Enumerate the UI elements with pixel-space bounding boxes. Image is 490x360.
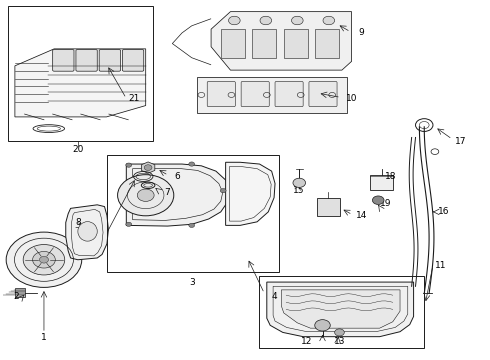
Text: 6: 6 [174, 172, 180, 181]
Bar [317, 198, 340, 216]
Text: 16: 16 [438, 207, 449, 216]
Polygon shape [15, 49, 146, 117]
FancyBboxPatch shape [275, 81, 303, 107]
Bar [252, 30, 276, 58]
Text: 20: 20 [72, 145, 84, 154]
Text: 10: 10 [346, 94, 357, 103]
Circle shape [33, 251, 55, 268]
Circle shape [23, 244, 65, 275]
Circle shape [220, 189, 226, 193]
FancyBboxPatch shape [122, 50, 144, 71]
Circle shape [372, 196, 384, 204]
Circle shape [39, 256, 49, 263]
Text: 19: 19 [380, 198, 391, 207]
Bar [15, 288, 25, 297]
Text: 14: 14 [356, 211, 367, 220]
Circle shape [126, 222, 132, 226]
FancyBboxPatch shape [309, 81, 337, 107]
Text: 13: 13 [334, 337, 345, 346]
Bar [107, 155, 279, 272]
FancyBboxPatch shape [99, 50, 121, 71]
Text: 15: 15 [293, 186, 304, 195]
Bar [315, 30, 340, 58]
Bar [284, 30, 308, 58]
Polygon shape [66, 205, 108, 260]
Text: 12: 12 [301, 337, 313, 346]
Circle shape [323, 16, 335, 25]
Polygon shape [267, 282, 414, 337]
Text: 8: 8 [75, 218, 81, 227]
Circle shape [260, 16, 271, 25]
Circle shape [137, 189, 154, 201]
Bar [259, 276, 424, 348]
Polygon shape [142, 162, 155, 173]
Ellipse shape [78, 222, 97, 241]
Circle shape [335, 329, 344, 336]
Polygon shape [281, 290, 400, 328]
Text: 9: 9 [358, 28, 364, 37]
Text: 17: 17 [455, 136, 466, 145]
FancyBboxPatch shape [53, 50, 74, 71]
Polygon shape [225, 162, 275, 225]
FancyBboxPatch shape [241, 81, 269, 107]
Bar [196, 77, 347, 113]
Text: 2: 2 [14, 292, 19, 301]
Circle shape [228, 16, 240, 25]
Text: 5: 5 [92, 239, 98, 248]
Circle shape [189, 162, 195, 166]
Bar [8, 6, 153, 141]
Circle shape [315, 320, 330, 331]
Circle shape [189, 223, 195, 228]
Circle shape [144, 165, 152, 170]
Text: 1: 1 [41, 333, 47, 342]
Circle shape [6, 232, 82, 287]
Text: 21: 21 [128, 94, 139, 103]
FancyBboxPatch shape [207, 81, 235, 107]
Circle shape [126, 163, 132, 167]
FancyBboxPatch shape [76, 50, 97, 71]
Polygon shape [126, 164, 230, 226]
Text: 4: 4 [271, 292, 277, 301]
Text: 18: 18 [385, 172, 396, 181]
Bar [221, 30, 245, 58]
Circle shape [118, 175, 174, 216]
Text: 3: 3 [189, 278, 195, 287]
Bar [370, 175, 393, 190]
Text: 11: 11 [435, 261, 446, 270]
Text: 7: 7 [165, 188, 171, 197]
Circle shape [292, 16, 303, 25]
Polygon shape [211, 12, 352, 70]
Circle shape [293, 178, 306, 188]
